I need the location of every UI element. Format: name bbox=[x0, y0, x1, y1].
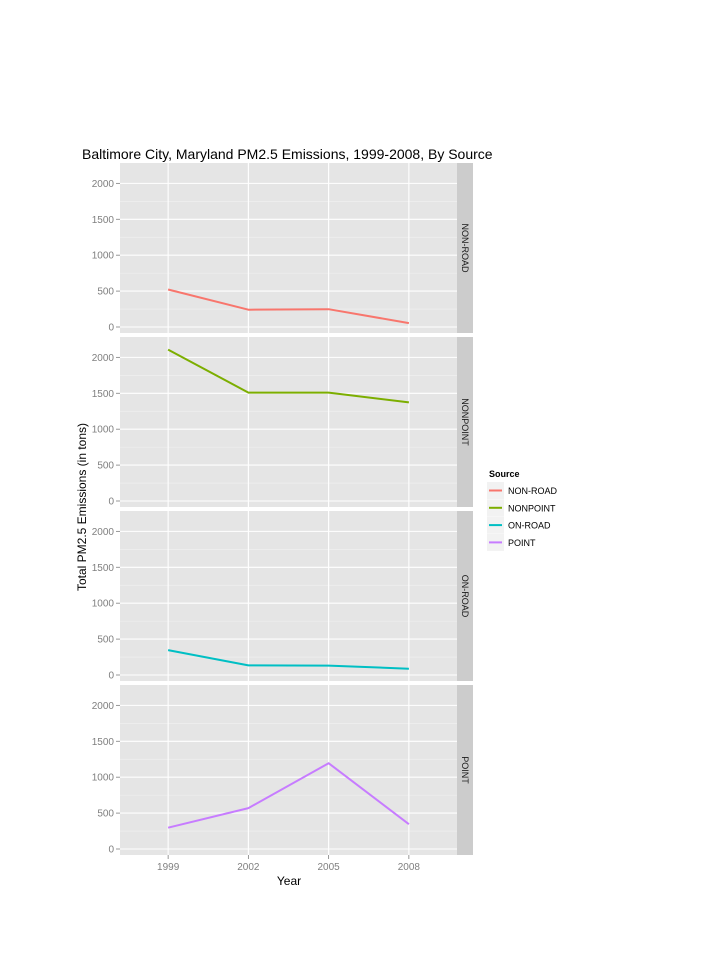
y-tick-label: 0 bbox=[108, 845, 114, 856]
y-tick-label: 1500 bbox=[92, 737, 115, 748]
facet-strip bbox=[457, 511, 473, 681]
y-tick-label: 1000 bbox=[92, 773, 115, 784]
legend-title: Source bbox=[489, 469, 520, 479]
x-tick-label: 1999 bbox=[157, 862, 180, 873]
legend-label-on-road: ON-ROAD bbox=[508, 521, 551, 531]
series-line-on-road bbox=[167, 649, 409, 670]
series-line-point bbox=[167, 762, 410, 829]
y-tick-label: 1000 bbox=[92, 599, 115, 610]
chart-title: Baltimore City, Maryland PM2.5 Emissions… bbox=[82, 146, 493, 162]
facet-on-road: 0 500 1000 1500 2000 ON-ROAD bbox=[92, 511, 473, 682]
facet-strip-label: NON-ROAD bbox=[460, 224, 470, 273]
y-tick-label: 500 bbox=[97, 809, 114, 820]
facet-strip-label: NONPOINT bbox=[460, 398, 470, 446]
y-tick-label: 500 bbox=[97, 461, 114, 472]
y-tick-label: 2000 bbox=[92, 527, 115, 538]
y-tick-label: 1000 bbox=[92, 425, 115, 436]
y-tick-label: 2000 bbox=[92, 701, 115, 712]
y-tick-label: 1500 bbox=[92, 389, 115, 400]
x-tick-label: 2008 bbox=[398, 862, 421, 873]
facet-panels: 0 500 1000 1500 2000 NON-ROAD 0 500 1000 1500 2000… bbox=[92, 163, 473, 856]
panel-background bbox=[120, 337, 457, 507]
y-tick-label: 2000 bbox=[92, 179, 115, 190]
x-tick-label: 2002 bbox=[237, 862, 260, 873]
y-tick-label: 0 bbox=[108, 323, 114, 334]
y-tick-label: 1500 bbox=[92, 563, 115, 574]
facet-strip-label: ON-ROAD bbox=[460, 575, 470, 618]
facet-non-road: 0 500 1000 1500 2000 NON-ROAD bbox=[92, 163, 473, 334]
facet-nonpoint: 0 500 1000 1500 2000 NONPOINT bbox=[92, 337, 473, 508]
facet-strip bbox=[457, 163, 473, 333]
y-tick-label: 0 bbox=[108, 497, 114, 508]
series-line-nonpoint bbox=[167, 348, 410, 404]
legend-label-non-road: NON-ROAD bbox=[508, 486, 557, 496]
facet-strip-label: POINT bbox=[460, 756, 470, 784]
x-tick-label: 2005 bbox=[317, 862, 340, 873]
y-axis-title: Total PM2.5 Emissions (in tons) bbox=[75, 423, 89, 591]
y-tick-label: 0 bbox=[108, 671, 114, 682]
x-axis: 1999 2002 2005 2008 bbox=[157, 855, 420, 873]
facet-strip bbox=[457, 337, 473, 507]
facet-point: 0 500 1000 1500 2000 POINT bbox=[92, 685, 473, 856]
panel-background bbox=[120, 685, 457, 855]
panel-background bbox=[120, 163, 457, 333]
facet-strip bbox=[457, 685, 473, 855]
panel-background bbox=[120, 511, 457, 681]
legend: Source NON-ROAD NONPOINT ON-ROAD POINT bbox=[487, 469, 557, 551]
y-tick-label: 1000 bbox=[92, 251, 115, 262]
y-tick-label: 500 bbox=[97, 635, 114, 646]
y-tick-label: 2000 bbox=[92, 353, 115, 364]
y-tick-label: 1500 bbox=[92, 215, 115, 226]
x-axis-title: Year bbox=[277, 874, 301, 888]
y-tick-label: 500 bbox=[97, 287, 114, 298]
series-line-non-road bbox=[167, 288, 410, 325]
legend-label-nonpoint: NONPOINT bbox=[508, 503, 556, 513]
legend-label-point: POINT bbox=[508, 538, 536, 548]
